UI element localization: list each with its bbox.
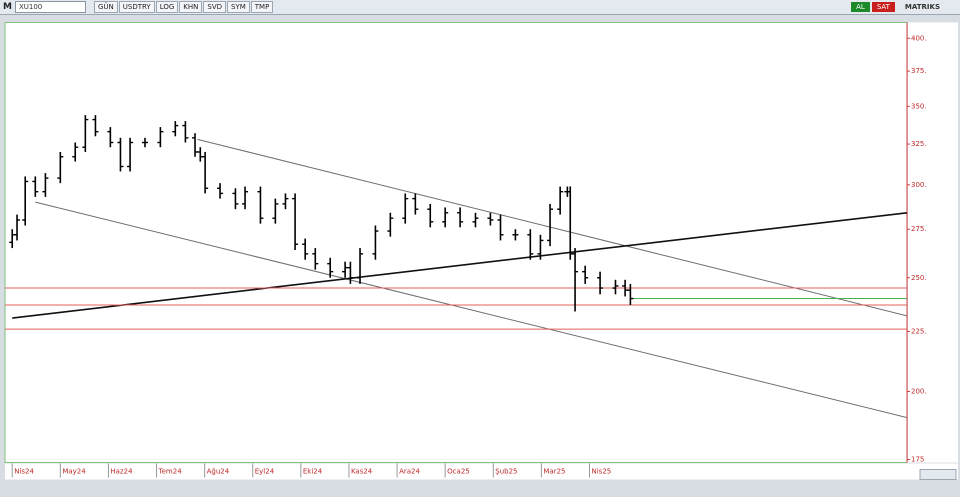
x-tick-label: Haz24 bbox=[110, 468, 133, 476]
x-tick-label: May24 bbox=[62, 468, 86, 476]
y-tick-label: 350. bbox=[911, 102, 927, 110]
toolbar-button[interactable]: SYM bbox=[227, 1, 250, 13]
x-tick-label: Oca25 bbox=[447, 468, 470, 476]
y-axis-area bbox=[908, 22, 958, 463]
x-tick-label: Kas24 bbox=[351, 468, 373, 476]
plot-area bbox=[4, 22, 908, 463]
x-tick-label: Eki24 bbox=[303, 468, 323, 476]
toolbar-button[interactable]: USDTRY bbox=[118, 1, 155, 13]
drawn-line bbox=[35, 201, 908, 419]
drawn-line bbox=[197, 138, 908, 317]
drawn-line bbox=[12, 211, 908, 319]
brand: M bbox=[3, 2, 12, 12]
y-tick-label: 275. bbox=[911, 225, 927, 233]
button-group: GÜN USDTRY LOG KHN SVD SYM TMP bbox=[93, 1, 274, 13]
x-tick-label: Ara24 bbox=[399, 468, 420, 476]
y-tick-label: 250. bbox=[911, 274, 927, 282]
toolbar: M XU100 GÜN USDTRY LOG KHN SVD SYM TMP AL SAT … bbox=[0, 0, 960, 15]
buy-button[interactable]: AL bbox=[851, 2, 870, 12]
y-tick-label: 300. bbox=[911, 181, 927, 189]
toolbar-button[interactable]: KHN bbox=[179, 1, 203, 13]
toolbar-button[interactable]: TMP bbox=[250, 1, 274, 13]
x-tick-label: Nis25 bbox=[591, 468, 611, 476]
x-tick-label: Nis24 bbox=[14, 468, 34, 476]
x-axis-area bbox=[5, 463, 958, 480]
chart: 175 200. 225. 250. 275. 300. 325. 350. 375. 400. N… bbox=[4, 22, 958, 480]
vendor-label: MATRIKS bbox=[904, 3, 940, 11]
x-tick-label: Şub25 bbox=[495, 468, 517, 476]
symbol-field[interactable]: XU100 bbox=[14, 1, 86, 13]
zoom-controls[interactable] bbox=[919, 469, 957, 480]
x-tick-label: Eyl24 bbox=[255, 468, 275, 476]
y-tick-label: 200. bbox=[911, 387, 927, 395]
y-tick-label: 400. bbox=[911, 34, 927, 42]
toolbar-button[interactable]: SVD bbox=[203, 1, 227, 13]
y-tick-label: 375. bbox=[911, 67, 927, 75]
y-tick-label: 225. bbox=[911, 327, 927, 335]
toolbar-button[interactable]: LOG bbox=[155, 1, 179, 13]
x-tick-label: Tem24 bbox=[158, 468, 183, 476]
sell-button[interactable]: SAT bbox=[871, 2, 895, 12]
y-tick-label: 175 bbox=[911, 456, 924, 464]
toolbar-button[interactable]: GÜN bbox=[93, 1, 118, 13]
x-tick-label: Mar25 bbox=[543, 468, 565, 476]
app: M XU100 GÜN USDTRY LOG KHN SVD SYM TMP AL SAT … bbox=[0, 0, 960, 480]
x-tick-label: Ağu24 bbox=[207, 468, 230, 476]
y-tick-label: 325. bbox=[911, 140, 927, 148]
